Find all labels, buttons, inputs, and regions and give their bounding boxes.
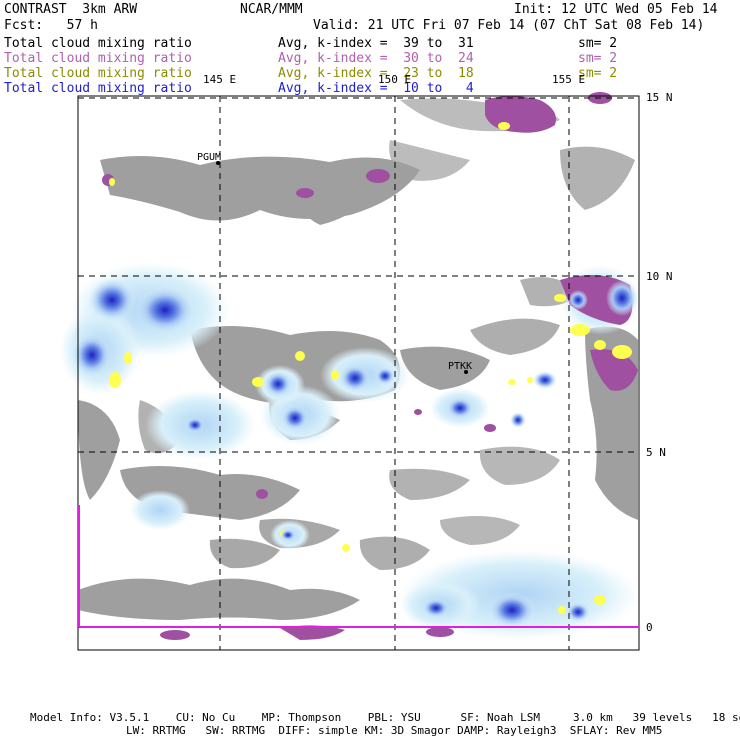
legend-avg-4: Avg, k-index = 10 to 4	[278, 81, 474, 96]
station-label-ptkk: PTKK	[448, 361, 473, 372]
legend-field-3: Total cloud mixing ratio	[4, 66, 192, 81]
lat-label-10n: 10 N	[646, 270, 673, 283]
domain-boundary	[78, 505, 639, 628]
legend-sm-2: sm= 2	[578, 51, 618, 66]
legend-field-1: Total cloud mixing ratio	[4, 36, 192, 51]
lon-label-150: 150 E	[378, 73, 412, 86]
init-time: Init: 12 UTC Wed 05 Feb 14	[514, 2, 718, 17]
lon-label-145: 145 E	[203, 73, 237, 86]
lat-label-5n: 5 N	[646, 446, 666, 459]
map-border	[77, 95, 640, 651]
forecast-hour: Fcst: 57 h	[4, 18, 98, 33]
station-marker-pgum	[216, 161, 220, 165]
lat-label-0: 0	[646, 621, 653, 634]
legend-avg-3: Avg, k-index = 23 to 18	[278, 66, 474, 81]
valid-time: Valid: 21 UTC Fri 07 Feb 14 (07 ChT Sat …	[313, 18, 705, 33]
legend-field-2: Total cloud mixing ratio	[4, 51, 192, 66]
yellow-cloud-layer	[109, 122, 632, 614]
model-title: CONTRAST 3km ARW	[4, 2, 138, 17]
intense-cloud-cores	[72, 278, 638, 628]
station-marker-ptkk	[464, 370, 468, 374]
model-info-line-1: Model Info: V3.5.1 CU: No Cu MP: Thompso…	[30, 711, 740, 724]
lon-label-155: 155 E	[552, 73, 586, 86]
cloud-map	[60, 92, 640, 651]
legend-field-4: Total cloud mixing ratio	[4, 81, 192, 96]
legend-avg-1: Avg, k-index = 39 to 31	[278, 36, 474, 51]
legend-avg-2: Avg, k-index = 30 to 24	[278, 51, 474, 66]
center-title: NCAR/MMM	[240, 2, 303, 17]
legend-sm-3: sm= 2	[578, 66, 618, 81]
model-info-line-2: LW: RRTMG SW: RRTMG DIFF: simple KM: 3D …	[126, 724, 663, 737]
station-label-pgum: PGUM	[197, 152, 222, 163]
gray-cloud-layer	[78, 98, 638, 620]
legend-sm-1: sm= 2	[578, 36, 618, 51]
lat-label-15n: 15 N	[646, 91, 673, 104]
